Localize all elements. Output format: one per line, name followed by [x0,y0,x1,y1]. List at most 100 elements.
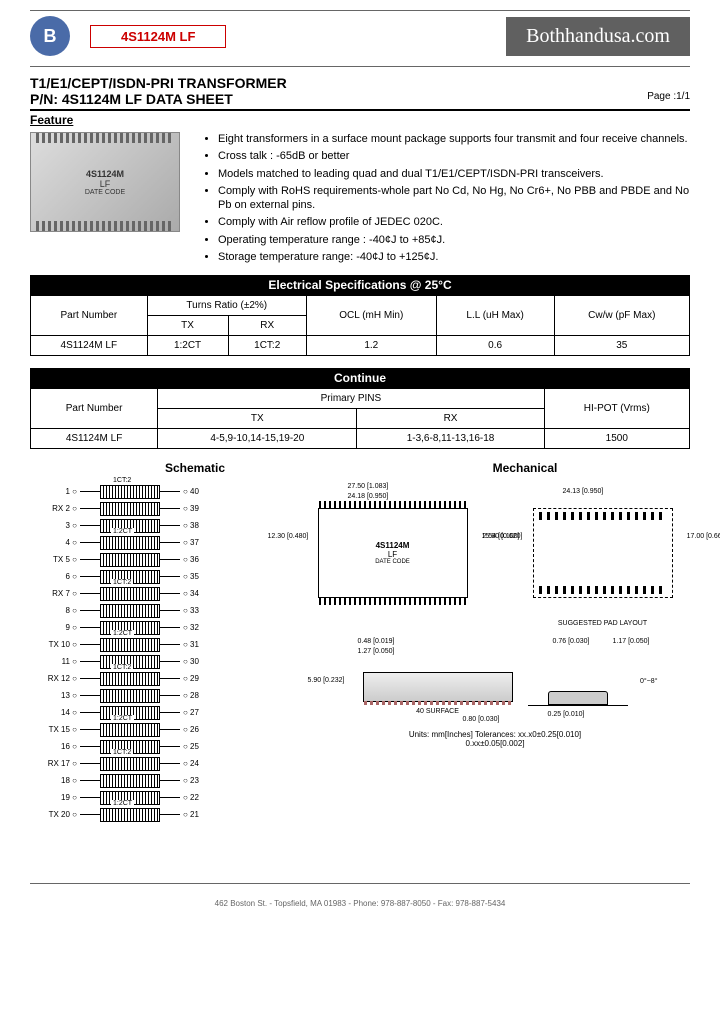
pin-left: 8 ○ [30,606,80,615]
feature-section: 4S1124M LF DATE CODE Eight transformers … [30,132,690,267]
dim: 0.25 [0.010] [548,711,585,718]
pad-caption: SUGGESTED PAD LAYOUT [533,620,673,627]
th-ll: L.L (uH Max) [436,296,554,336]
pin-left: 11 ○ [30,657,80,666]
mechanical-heading: Mechanical [360,461,690,475]
header-bar: B 4S1124M LF Bothhandusa.com [30,10,690,67]
pin-row: RX 7 ○1CT:2○ 34 [30,585,290,602]
pin-left: 6 ○ [30,572,80,581]
pin-row: 19 ○○ 22 [30,789,290,806]
dim: 17.00 [0.660] [687,533,720,540]
th-hipot: HI-POT (Vrms) [544,389,689,429]
pin-row: 6 ○○ 35 [30,568,290,585]
pin-right: ○ 30 [180,657,230,666]
pin-right: ○ 37 [180,538,230,547]
schematic-diagram: 1 ○1CT:2○ 40RX 2 ○○ 393 ○○ 384 ○1:2CT○ 3… [30,483,290,863]
chip-label: 4S1124M [86,169,124,179]
pin-right: ○ 25 [180,742,230,751]
transformer-coil [100,553,160,567]
td: 4-5,9-10,14-15,19-20 [158,429,357,449]
pin-row: 13 ○ ○ 28 [30,687,290,704]
pin-right: ○ 38 [180,521,230,530]
feature-item: Eight transformers in a surface mount pa… [218,132,690,146]
transformer-coil [100,689,160,703]
transformer-coil: 1CT:2 [100,672,160,686]
dim: 24.13 [0.950] [563,488,604,495]
surface-label: 40 SURFACE [363,708,513,715]
transformer-coil: 1:2CT [100,536,160,550]
pin-row: 16 ○○ 25 [30,738,290,755]
continue-table: Part Number Primary PINS HI-POT (Vrms) T… [30,388,690,449]
td: 4S1124M LF [31,429,158,449]
feature-item: Cross talk : -65dB or better [218,149,690,163]
pin-right: ○ 23 [180,776,230,785]
pin-right: ○ 28 [180,691,230,700]
side-detail [528,681,628,706]
package-top-view: 4S1124M LF DATE CODE [318,508,468,598]
dim: 1.17 [0.050] [613,638,650,645]
th-tx: TX [158,409,357,429]
chip-image: 4S1124M LF DATE CODE [30,132,180,232]
th-rx: RX [228,316,306,336]
section-headers: Schematic Mechanical [30,461,690,475]
pin-left: 13 ○ [30,691,80,700]
brand-url: Bothhandusa.com [506,17,690,56]
side-view [363,672,513,702]
subtitle-row: P/N: 4S1124M LF DATA SHEET Page :1/1 [30,91,690,111]
mechanical-diagram: 27.50 [1.083] 24.18 [0.950] 4S1124M LF D… [300,483,690,863]
pin-row: RX 2 ○○ 39 [30,500,290,517]
dim: 0.76 [0.030] [553,638,590,645]
pin-row: TX 5 ○○ 36 [30,551,290,568]
feature-item: Storage temperature range: -40¢J to +125… [218,250,690,264]
doc-subtitle: P/N: 4S1124M LF DATA SHEET [30,91,233,107]
transformer-coil [100,502,160,516]
pin-row: 9 ○○ 32 [30,619,290,636]
pin-row: TX 20 ○1:2CT○ 21 [30,806,290,823]
pkg-label: LF [375,550,410,559]
dim: 27.50 [1.083] [348,483,389,490]
feature-item: Operating temperature range : -40¢J to +… [218,233,690,247]
dim: 5.90 [0.232] [308,677,345,684]
pin-row: 18 ○ ○ 23 [30,772,290,789]
th-ocl: OCL (mH Min) [306,296,436,336]
tol-line: 0.xx±0.05[0.002] [409,739,581,748]
pin-right: ○ 33 [180,606,230,615]
chip-label: LF [100,179,111,189]
dim: 24.18 [0.950] [348,493,389,500]
pin-left: 9 ○ [30,623,80,632]
pin-left: RX 7 ○ [30,589,80,598]
td: 35 [554,336,689,356]
pin-row: 4 ○1:2CT○ 37 [30,534,290,551]
th-rx: RX [357,409,544,429]
footer-address: 462 Boston St. - Topsfield, MA 01983 - P… [30,884,690,923]
pin-left: RX 12 ○ [30,674,80,683]
pin-left: 18 ○ [30,776,80,785]
pin-left: RX 17 ○ [30,759,80,768]
diagrams-row: 1 ○1CT:2○ 40RX 2 ○○ 393 ○○ 384 ○1:2CT○ 3… [30,483,690,863]
feature-item: Models matched to leading quad and dual … [218,167,690,181]
td: 1CT:2 [228,336,306,356]
spec-table-title: Electrical Specifications @ 25°C [30,275,690,295]
feature-item: Comply with RoHS requirements-whole part… [218,184,690,213]
dim: 2.54 [0.100] [483,533,520,540]
transformer-coil [100,774,160,788]
td: 1-3,6-8,11-13,16-18 [357,429,544,449]
pin-row: 14 ○ ○ 27 [30,704,290,721]
dim: 1.27 [0.050] [358,648,395,655]
th-part: Part Number [31,296,148,336]
tol-line: Units: mm[Inches] Tolerances: xx.x0±0.25… [409,730,581,739]
page-number: Page :1/1 [647,91,690,107]
pin-row: 8 ○ ○ 33 [30,602,290,619]
pin-row: RX 12 ○1CT:2○ 29 [30,670,290,687]
pin-row: 1 ○1CT:2○ 40 [30,483,290,500]
pin-left: 14 ○ [30,708,80,717]
dim: 0.48 [0.019] [358,638,395,645]
company-logo: B [30,16,70,56]
th-part: Part Number [31,389,158,429]
td: 1500 [544,429,689,449]
td: 1:2CT [147,336,228,356]
pin-right: ○ 27 [180,708,230,717]
datasheet-page: B 4S1124M LF Bothhandusa.com T1/E1/CEPT/… [0,0,720,933]
transformer-coil: 1CT:2 [100,757,160,771]
pin-left: 1 ○ [30,487,80,496]
